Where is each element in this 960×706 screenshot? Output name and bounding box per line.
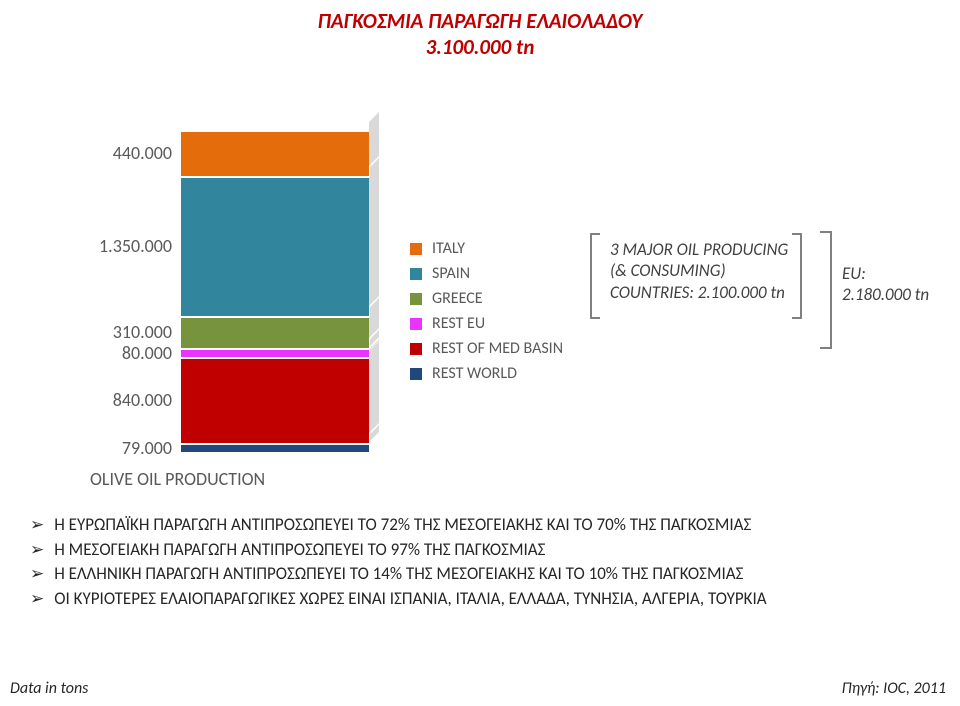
bullet-arrow-icon: ➢ bbox=[30, 562, 44, 587]
bar-segment-rest-world bbox=[180, 444, 370, 453]
legend-label: REST EU bbox=[432, 314, 485, 333]
bar-segment-label: 79.000 bbox=[122, 437, 172, 459]
legend-label: ITALY bbox=[432, 239, 465, 258]
bullet-item: ➢ ΟΙ ΚΥΡΙΟΤΕΡΕΣ ΕΛΑΙΟΠΑΡΑΓΩΓΙΚΕΣ ΧΩΡΕΣ ΕΙ… bbox=[30, 587, 930, 612]
bullet-item: ➢ Η ΜΕΣΟΓΕΙΑΚΗ ΠΑΡΑΓΩΓΗ ΑΝΤΙΠΡΟΣΩΠΕΥΕΙ ΤΟ… bbox=[30, 538, 930, 563]
stacked-bar: 79.000840.00080.000310.0001.350.000440.0… bbox=[180, 133, 370, 453]
legend-swatch-icon bbox=[410, 268, 422, 280]
annotation-eu: EU: 2.180.000 tn bbox=[842, 263, 930, 306]
legend-label: GREECE bbox=[432, 289, 483, 308]
bar-segment-label: 440.000 bbox=[113, 142, 172, 164]
annotation-line: COUNTRIES: 2.100.000 tn bbox=[610, 282, 788, 303]
bar-segment-label: 80.000 bbox=[122, 342, 172, 364]
bullet-text: Η ΕΥΡΩΠΑΪΚΗ ΠΑΡΑΓΩΓΗ ΑΝΤΙΠΡΟΣΩΠΕΥΕΙ ΤΟ 7… bbox=[54, 513, 751, 538]
bar-segment-rest-eu bbox=[180, 349, 370, 358]
bullet-text: ΟΙ ΚΥΡΙΟΤΕΡΕΣ ΕΛΑΙΟΠΑΡΑΓΩΓΙΚΕΣ ΧΩΡΕΣ ΕΙΝ… bbox=[54, 587, 766, 612]
legend-swatch-icon bbox=[410, 368, 422, 380]
bar-segment-spain bbox=[180, 177, 370, 317]
chart-area: 79.000 840.000 80.000310.000 1.350.000 440.0… bbox=[30, 103, 930, 463]
bullet-arrow-icon: ➢ bbox=[30, 587, 44, 612]
bar-segment-label: 840.000 bbox=[113, 389, 172, 411]
bar-segment-rest-of-med-basin bbox=[180, 358, 370, 444]
bracket-top3-left-icon bbox=[590, 233, 600, 319]
legend-label: REST OF MED BASIN bbox=[432, 339, 563, 358]
bar-segment-greece bbox=[180, 317, 370, 349]
legend-item: REST EU bbox=[410, 314, 563, 333]
bullet-list: ➢ Η ΕΥΡΩΠΑΪΚΗ ΠΑΡΑΓΩΓΗ ΑΝΤΙΠΡΟΣΩΠΕΥΕΙ ΤΟ … bbox=[30, 513, 930, 612]
annotation-top3: 3 MAJOR OIL PRODUCING (& CONSUMING) COUN… bbox=[610, 239, 788, 303]
bullet-text: Η ΕΛΛΗΝΙΚΗ ΠΑΡΑΓΩΓΗ ΑΝΤΙΠΡΟΣΩΠΕΥΕΙ ΤΟ 14… bbox=[54, 562, 743, 587]
bar-segment-label: 1.350.000 bbox=[99, 235, 172, 257]
bullet-item: ➢ Η ΕΥΡΩΠΑΪΚΗ ΠΑΡΑΓΩΓΗ ΑΝΤΙΠΡΟΣΩΠΕΥΕΙ ΤΟ … bbox=[30, 513, 930, 538]
title-line-2: 3.100.000 tn bbox=[230, 34, 730, 60]
footer-right: Πηγή: IOC, 2011 bbox=[842, 679, 946, 698]
legend-item: REST WORLD bbox=[410, 364, 563, 383]
bar-segment-italy bbox=[180, 131, 370, 177]
bar-segment-label: 310.000 bbox=[113, 321, 172, 343]
bullet-arrow-icon: ➢ bbox=[30, 513, 44, 538]
chart-title: ΠΑΓΚΟΣΜΙΑ ΠΑΡΑΓΩΓΗ ΕΛΑΙΟΛΑΔΟΥ 3.100.000 … bbox=[230, 8, 730, 61]
legend-item: ITALY bbox=[410, 239, 563, 258]
legend-item: REST OF MED BASIN bbox=[410, 339, 563, 358]
bracket-top3-right-icon bbox=[792, 233, 802, 319]
legend-label: REST WORLD bbox=[432, 364, 517, 383]
annotation-line: 3 MAJOR OIL PRODUCING bbox=[610, 239, 788, 260]
bracket-eu-right-icon bbox=[820, 231, 832, 349]
legend: ITALY SPAIN GREECE REST EU REST OF MED B… bbox=[410, 233, 563, 389]
bullet-text: Η ΜΕΣΟΓΕΙΑΚΗ ΠΑΡΑΓΩΓΗ ΑΝΤΙΠΡΟΣΩΠΕΥΕΙ ΤΟ … bbox=[54, 538, 545, 563]
title-line-1: ΠΑΓΚΟΣΜΙΑ ΠΑΡΑΓΩΓΗ ΕΛΑΙΟΛΑΔΟΥ bbox=[230, 8, 730, 34]
x-axis-label: OLIVE OIL PRODUCTION bbox=[90, 468, 265, 490]
legend-item: SPAIN bbox=[410, 264, 563, 283]
legend-item: GREECE bbox=[410, 289, 563, 308]
footer-left: Data in tons bbox=[10, 679, 88, 698]
bullet-arrow-icon: ➢ bbox=[30, 538, 44, 563]
legend-swatch-icon bbox=[410, 243, 422, 255]
legend-swatch-icon bbox=[410, 293, 422, 305]
legend-label: SPAIN bbox=[432, 264, 470, 283]
legend-swatch-icon bbox=[410, 343, 422, 355]
annotation-line: (& CONSUMING) bbox=[610, 260, 788, 281]
bullet-item: ➢ Η ΕΛΛΗΝΙΚΗ ΠΑΡΑΓΩΓΗ ΑΝΤΙΠΡΟΣΩΠΕΥΕΙ ΤΟ 1… bbox=[30, 562, 930, 587]
legend-swatch-icon bbox=[410, 318, 422, 330]
